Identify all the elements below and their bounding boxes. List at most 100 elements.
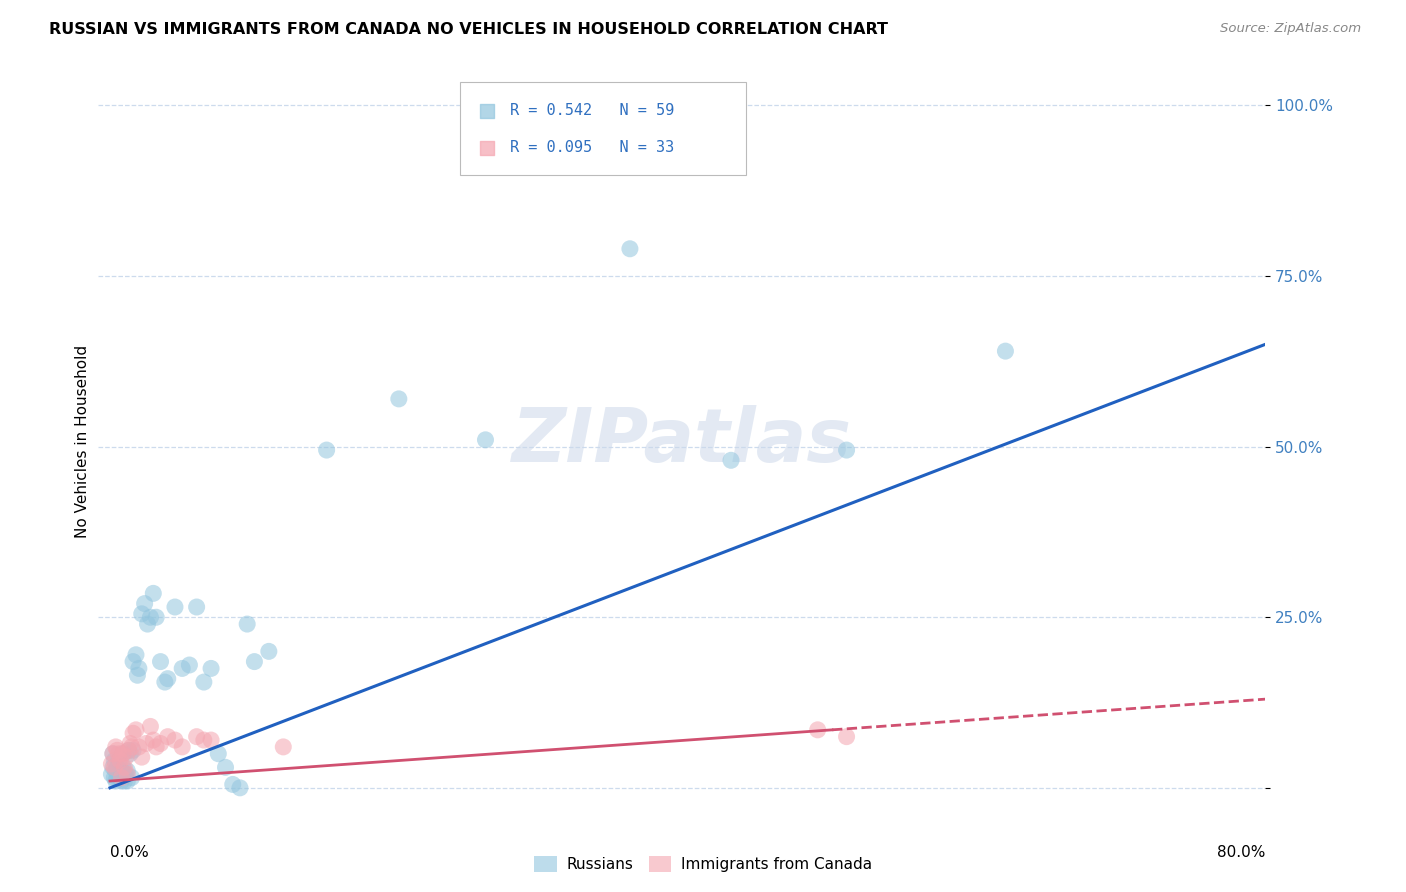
Point [117,774,139,789]
Point [172,661,194,675]
Point [111,747,134,761]
Point [107,747,129,761]
Point [835,443,858,458]
Point [271,739,294,754]
Point [149,737,172,751]
Point [112,767,135,781]
Point [579,169,602,183]
Point [145,739,167,754]
Point [207,747,229,761]
Point [122,726,145,740]
Point [200,661,222,675]
Point [121,739,143,754]
Point [236,617,259,632]
Point [134,597,156,611]
Point [145,610,167,624]
Point [807,723,830,737]
Text: 0.0%: 0.0% [110,845,149,860]
Point [104,764,127,778]
FancyBboxPatch shape [460,82,747,175]
Point [153,675,176,690]
Point [115,767,138,781]
Point [117,764,139,778]
Text: ZIPatlas: ZIPatlas [512,405,852,478]
Point [149,655,172,669]
Point [103,754,125,768]
Point [257,644,280,658]
Point [156,730,179,744]
Point [222,777,245,791]
Point [127,668,149,682]
Point [103,760,125,774]
Point [619,242,641,256]
Point [107,767,129,781]
Point [122,655,145,669]
Point [110,764,132,778]
Point [115,750,138,764]
Point [101,760,124,774]
Point [186,600,208,615]
Text: Source: ZipAtlas.com: Source: ZipAtlas.com [1220,22,1361,36]
Point [131,607,153,621]
Point [200,733,222,747]
Point [315,443,337,458]
Text: R = 0.095   N = 33: R = 0.095 N = 33 [510,140,675,155]
Point [101,747,124,761]
Point [105,771,128,785]
Point [104,739,127,754]
Point [108,771,131,785]
Point [139,610,162,624]
Point [136,617,159,632]
Point [118,743,141,757]
Point [474,433,496,447]
Point [835,730,858,744]
Point [128,661,150,675]
Y-axis label: No Vehicles in Household: No Vehicles in Household [75,345,90,538]
Point [139,719,162,733]
Point [122,743,145,757]
Point [125,648,148,662]
Text: RUSSIAN VS IMMIGRANTS FROM CANADA NO VEHICLES IN HOUSEHOLD CORRELATION CHART: RUSSIAN VS IMMIGRANTS FROM CANADA NO VEH… [49,22,889,37]
Point [547,115,569,129]
Point [105,743,128,757]
Point [186,730,208,744]
Point [156,672,179,686]
Point [163,600,186,615]
Point [100,756,122,771]
Point [193,733,215,747]
Point [131,750,153,764]
Point [214,760,236,774]
Point [135,737,157,751]
Point [104,774,127,789]
Point [120,737,142,751]
Point [118,743,141,757]
Point [125,723,148,737]
Point [193,675,215,690]
Point [120,747,142,761]
Point [243,655,266,669]
Point [110,774,132,789]
Point [128,739,150,754]
Point [112,760,135,774]
Point [100,767,122,781]
Point [103,771,125,785]
Point [229,780,252,795]
Point [142,586,165,600]
Point [101,747,124,761]
Point [994,344,1017,359]
Point [720,453,742,467]
Point [107,754,129,768]
Point [179,658,201,673]
Point [142,733,165,747]
Point [121,771,143,785]
Point [111,760,134,774]
Point [105,760,128,774]
Legend: Russians, Immigrants from Canada: Russians, Immigrants from Canada [527,848,879,880]
Point [172,739,194,754]
Point [388,392,411,406]
Point [110,771,132,785]
Point [117,767,139,781]
Text: 80.0%: 80.0% [1218,845,1265,860]
Point [111,747,134,761]
Point [112,774,135,789]
